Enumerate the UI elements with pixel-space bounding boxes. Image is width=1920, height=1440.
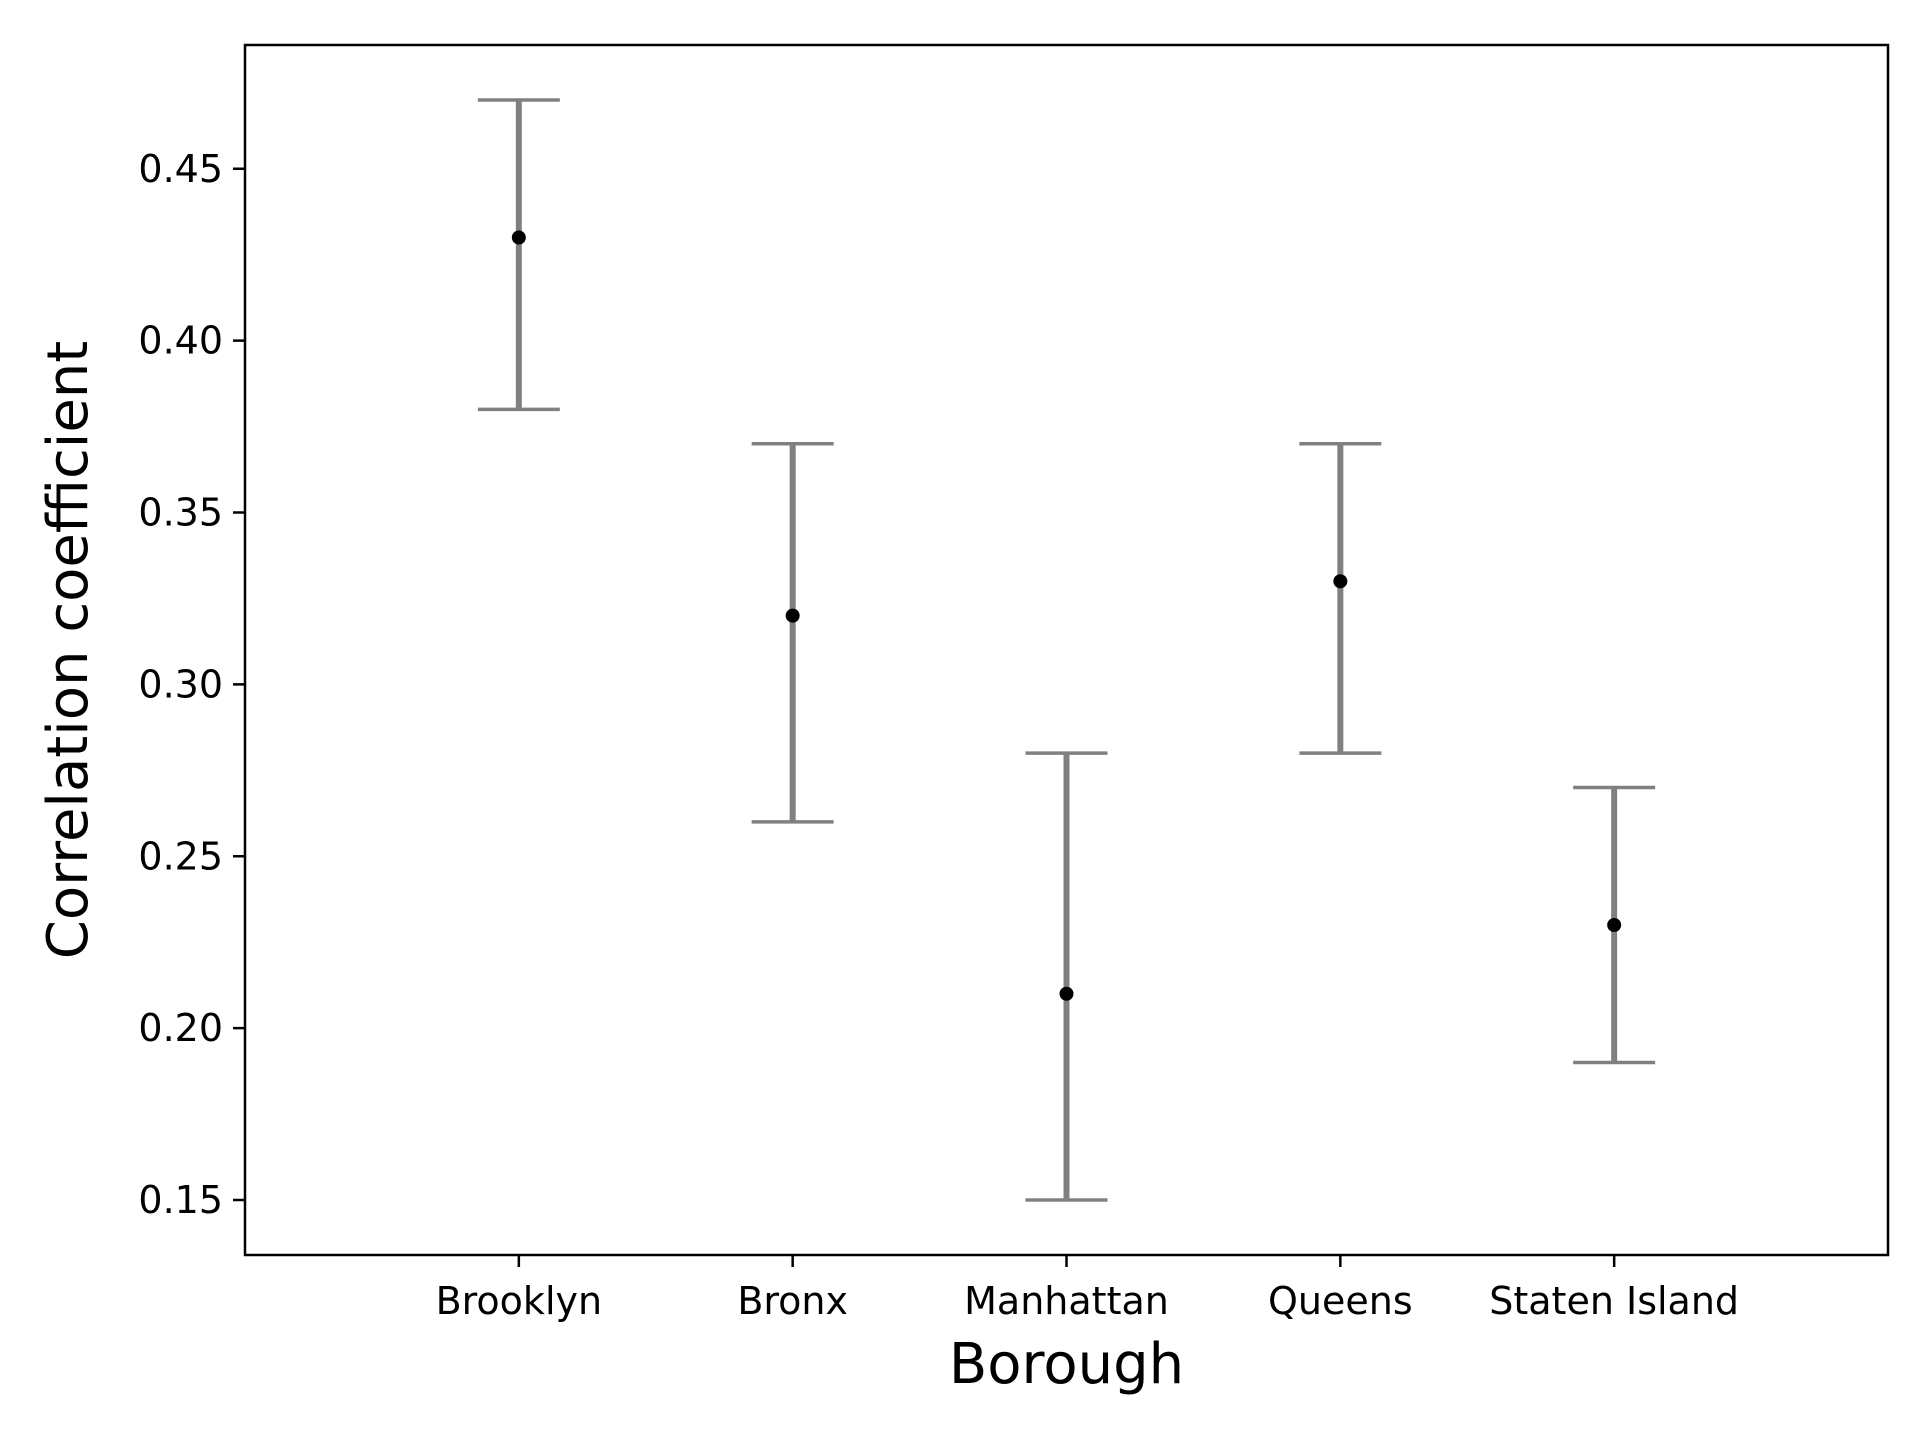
x-tick-label: Queens xyxy=(1268,1279,1413,1323)
error-bar-group xyxy=(1025,751,1108,1202)
y-tick-label: 0.30 xyxy=(138,662,223,706)
x-tick-label: Staten Island xyxy=(1489,1279,1739,1323)
x-tick-label: Manhattan xyxy=(964,1279,1169,1323)
y-tick-label: 0.45 xyxy=(138,147,223,191)
y-tick-label: 0.25 xyxy=(138,834,223,878)
error-bar-group xyxy=(1573,785,1656,1065)
y-tick-label: 0.35 xyxy=(138,491,223,535)
y-tick-label: 0.20 xyxy=(138,1006,223,1050)
error-bar-group xyxy=(477,98,560,412)
x-tick-label: Bronx xyxy=(737,1279,848,1323)
data-point xyxy=(785,608,800,623)
x-axis-title: Borough xyxy=(949,1332,1184,1397)
x-axis: Brooklyn Bronx Manhattan Queens Staten Islan… xyxy=(436,1255,1739,1323)
y-axis-title: Correlation coefficient xyxy=(36,341,101,960)
y-tick-label: 0.40 xyxy=(138,319,223,363)
y-tick-label: 0.15 xyxy=(138,1178,223,1222)
data-point xyxy=(1333,574,1348,589)
x-tick-label: Brooklyn xyxy=(436,1279,603,1323)
error-bar-group xyxy=(1299,442,1382,755)
data-point xyxy=(1059,986,1074,1001)
data-point xyxy=(1607,918,1622,932)
y-axis: 0.15 0.20 0.25 0.30 0.35 0.40 0.45 xyxy=(138,147,245,1222)
data-point xyxy=(511,230,526,245)
plot-layer xyxy=(477,98,1656,1202)
error-bar-group xyxy=(751,442,834,824)
